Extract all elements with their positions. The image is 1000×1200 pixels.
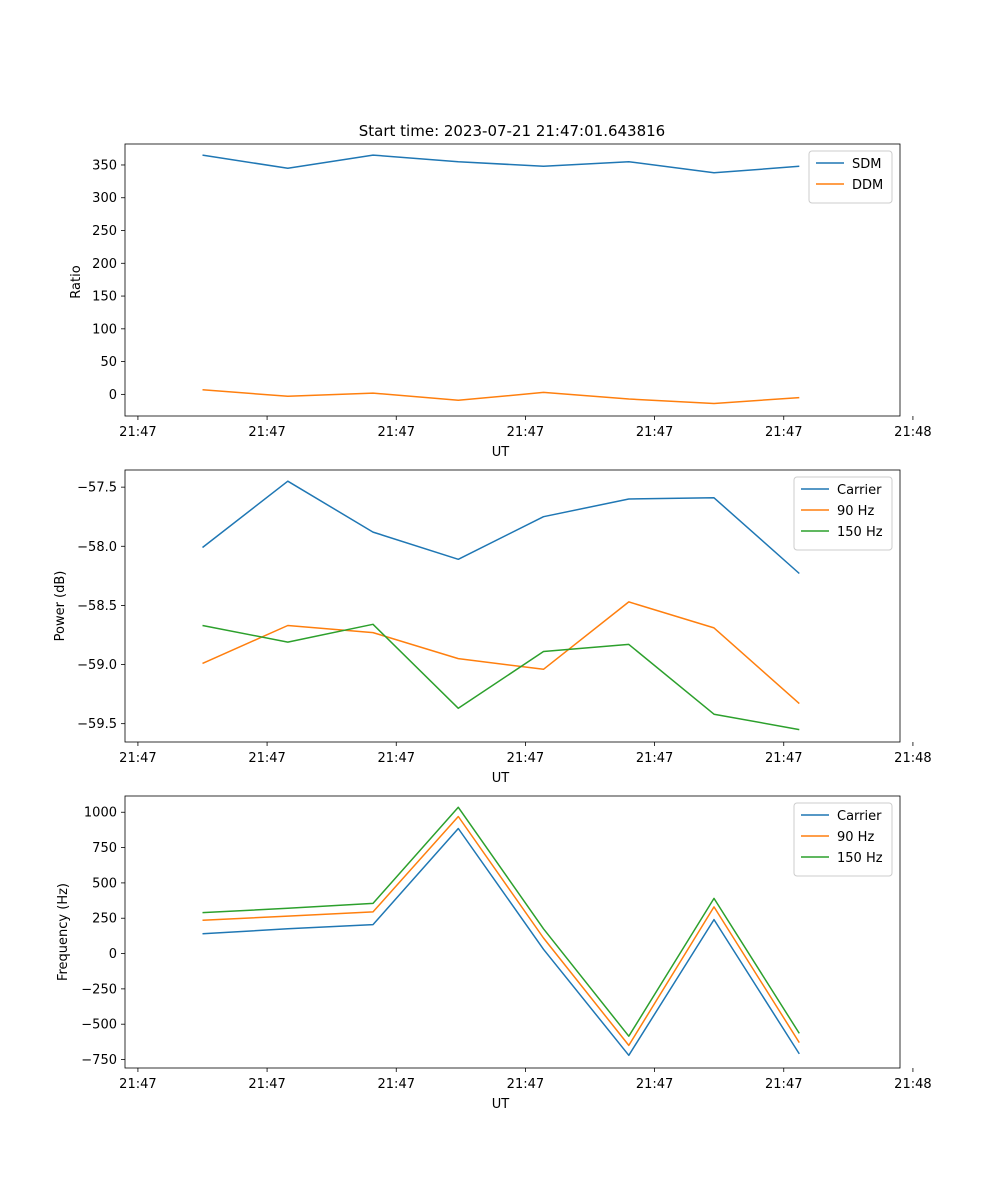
x-tick-label: 21:47 [636, 1077, 673, 1092]
legend-label: 150 Hz [837, 851, 883, 866]
y-tick-label: 0 [109, 947, 117, 962]
series-line-sdm [202, 154, 800, 174]
x-tick-label: 21:47 [765, 425, 802, 440]
y-tick-label: −750 [81, 1053, 117, 1068]
series-line-150-hz [202, 623, 800, 731]
legend-box [808, 150, 893, 204]
axes-frame [124, 143, 901, 417]
series-line-90-hz [202, 601, 800, 705]
legend: SDM DDM [808, 150, 893, 204]
y-tick-label: 200 [92, 257, 117, 272]
chart-panel-1: 21:47 21:47 21:47 21:47 21:47 21:47 21:48 0 50 10… [69, 143, 932, 460]
y-tick-label: 500 [92, 876, 117, 891]
x-tick-label: 21:47 [119, 1077, 156, 1092]
x-tick-label: 21:47 [119, 751, 156, 766]
legend-label: SDM [852, 157, 881, 172]
y-tick-label: 300 [92, 191, 117, 206]
legend: Carrier 90 Hz 150 Hz [793, 802, 893, 877]
x-axis-label: UT [492, 1097, 510, 1112]
y-tick-label: 100 [92, 322, 117, 337]
x-tick-label: 21:47 [378, 1077, 415, 1092]
y-tick-label: 1000 [84, 806, 117, 821]
axes-frame [124, 795, 901, 1069]
x-tick-label: 21:47 [119, 425, 156, 440]
x-tick-label: 21:48 [894, 425, 931, 440]
series-line-carrier [202, 827, 800, 1057]
x-tick-label: 21:47 [636, 425, 673, 440]
legend: Carrier 90 Hz 150 Hz [793, 476, 893, 551]
x-tick-label: 21:47 [248, 751, 285, 766]
x-axis-label: UT [492, 445, 510, 460]
x-tick-label: 21:47 [507, 1077, 544, 1092]
x-tick-label: 21:47 [765, 1077, 802, 1092]
series-line-150-hz [202, 806, 800, 1037]
x-tick-label: 21:47 [636, 751, 673, 766]
y-tick-label: −500 [81, 1018, 117, 1033]
y-tick-label: 0 [109, 388, 117, 403]
x-tick-label: 21:47 [507, 751, 544, 766]
y-tick-label: −58.0 [77, 540, 117, 555]
legend-label: DDM [852, 178, 883, 193]
y-axis-label: Frequency (Hz) [56, 883, 71, 981]
series-line-ddm [202, 389, 800, 405]
y-tick-label: −57.5 [77, 481, 117, 496]
x-tick-label: 21:48 [894, 751, 931, 766]
x-tick-label: 21:48 [894, 1077, 931, 1092]
y-tick-label: −59.0 [77, 658, 117, 673]
axes-frame [124, 469, 901, 743]
y-tick-label: 250 [92, 224, 117, 239]
x-tick-label: 21:47 [378, 751, 415, 766]
y-tick-label: −58.5 [77, 599, 117, 614]
series-line-90-hz [202, 815, 800, 1047]
legend-label: Carrier [837, 809, 882, 824]
x-tick-label: 21:47 [507, 425, 544, 440]
x-tick-label: 21:47 [248, 1077, 285, 1092]
y-axis-label: Ratio [69, 265, 84, 298]
y-tick-label: 50 [100, 355, 117, 370]
figure-title: Start time: 2023-07-21 21:47:01.643816 [359, 122, 665, 140]
series-line-carrier [202, 480, 800, 575]
y-tick-label: 350 [92, 158, 117, 173]
legend-label: Carrier [837, 483, 882, 498]
x-tick-label: 21:47 [248, 425, 285, 440]
x-tick-label: 21:47 [765, 751, 802, 766]
y-axis-label: Power (dB) [53, 571, 68, 642]
y-tick-label: −250 [81, 982, 117, 997]
chart-panel-3: 21:47 21:47 21:47 21:47 21:47 21:47 21:48 1000 7… [56, 795, 932, 1112]
plots-container: 21:47 21:47 21:47 21:47 21:47 21:47 21:48 0 50 10… [53, 143, 932, 1112]
x-axis-label: UT [492, 771, 510, 786]
y-tick-label: 250 [92, 912, 117, 927]
legend-label: 150 Hz [837, 525, 883, 540]
legend-label: 90 Hz [837, 830, 874, 845]
legend-label: 90 Hz [837, 504, 874, 519]
x-tick-label: 21:47 [378, 425, 415, 440]
y-tick-label: −59.5 [77, 717, 117, 732]
y-tick-label: 750 [92, 841, 117, 856]
chart-panel-2: 21:47 21:47 21:47 21:47 21:47 21:47 21:48 −57.5… [53, 469, 932, 786]
y-tick-label: 150 [92, 290, 117, 305]
